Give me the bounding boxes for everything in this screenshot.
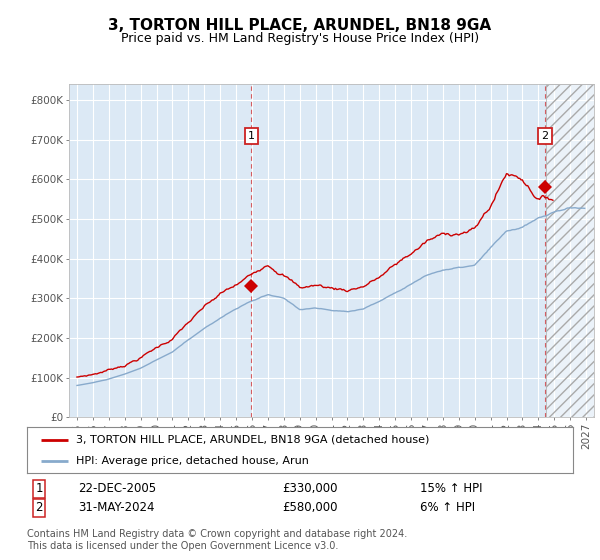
Text: 6% ↑ HPI: 6% ↑ HPI <box>420 501 475 515</box>
Text: Price paid vs. HM Land Registry's House Price Index (HPI): Price paid vs. HM Land Registry's House … <box>121 32 479 45</box>
Text: 3, TORTON HILL PLACE, ARUNDEL, BN18 9GA: 3, TORTON HILL PLACE, ARUNDEL, BN18 9GA <box>109 18 491 34</box>
Text: 3, TORTON HILL PLACE, ARUNDEL, BN18 9GA (detached house): 3, TORTON HILL PLACE, ARUNDEL, BN18 9GA … <box>76 435 430 445</box>
Text: Contains HM Land Registry data © Crown copyright and database right 2024.
This d: Contains HM Land Registry data © Crown c… <box>27 529 407 551</box>
Text: 1: 1 <box>248 130 255 141</box>
Bar <box>546 84 600 417</box>
Text: £330,000: £330,000 <box>282 482 337 496</box>
Text: 22-DEC-2005: 22-DEC-2005 <box>78 482 156 496</box>
Text: £580,000: £580,000 <box>282 501 337 515</box>
Text: 1: 1 <box>35 482 43 496</box>
Text: 2: 2 <box>35 501 43 515</box>
Text: 31-MAY-2024: 31-MAY-2024 <box>78 501 155 515</box>
Bar <box>546 84 600 417</box>
Text: 2: 2 <box>541 130 548 141</box>
Text: HPI: Average price, detached house, Arun: HPI: Average price, detached house, Arun <box>76 456 309 466</box>
Text: 15% ↑ HPI: 15% ↑ HPI <box>420 482 482 496</box>
